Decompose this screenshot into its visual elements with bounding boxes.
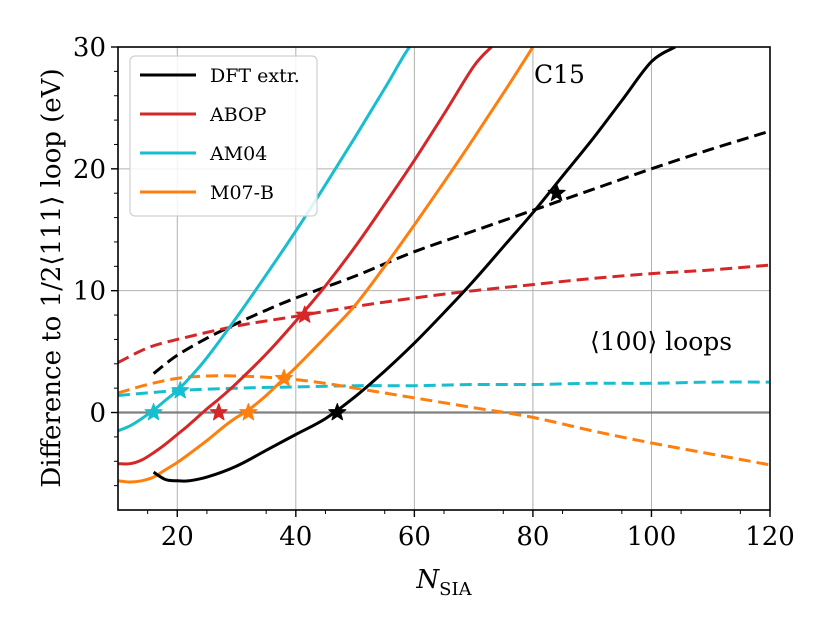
crossing-marker-am04 [144,403,163,421]
annotation-c15: C15 [534,60,585,89]
x-tick-label: 100 [627,522,677,552]
x-tick-label: 40 [279,522,312,552]
x-tick-label: 120 [745,522,795,552]
crossing-markers-group [144,183,566,421]
crossing-marker-dft [328,403,347,421]
solid-series-group [118,47,676,484]
x-tick-label: 20 [161,522,194,552]
legend-label-dft: DFT extr. [210,65,300,87]
crossing-marker-abop [295,305,314,323]
series-m07b-c15-line [118,47,535,484]
legend-entry-dft: DFT extr. [140,65,300,87]
crossing-marker-m07b [239,403,258,421]
crossing-marker-abop [209,403,228,421]
x-tick-label: 60 [398,522,431,552]
legend-label-abop: ABOP [209,104,267,126]
series-abop-c15-line [118,47,493,466]
series-abop-100-loops-line [118,263,770,364]
legend-label-m07b: M07-B [210,182,274,204]
x-tick-label: 80 [516,522,549,552]
y-tick-label: 20 [73,155,106,185]
y-tick-label: 10 [73,277,106,307]
series-dft-c15-line [152,47,676,483]
crossing-marker-dft [547,183,566,201]
legend-entry-am04: AM04 [140,143,267,165]
x-axis-title: NSIA [415,565,472,600]
legend-entry-abop: ABOP [140,104,267,126]
legend-entry-m07b: M07-B [140,182,274,204]
legend-label-am04: AM04 [209,143,267,165]
annotation-100-loops: ⟨100⟩ loops [590,327,732,356]
y-tick-label: 30 [73,33,106,63]
y-tick-label: 0 [89,399,106,429]
axis-ticks: 20 40 60 80 100 120 0 10 20 30 [73,33,795,552]
crossing-marker-am04 [171,381,190,399]
y-axis-title: Difference to 1/2⟨111⟩ loop (eV) [37,68,67,487]
legend-box [129,55,318,217]
series-m07b-100-loops-line [118,374,770,467]
crossing-marker-m07b [274,368,293,387]
legend: DFT extr. ABOP AM04 M07-B [129,55,318,217]
series-am04-c15-line [118,47,412,433]
